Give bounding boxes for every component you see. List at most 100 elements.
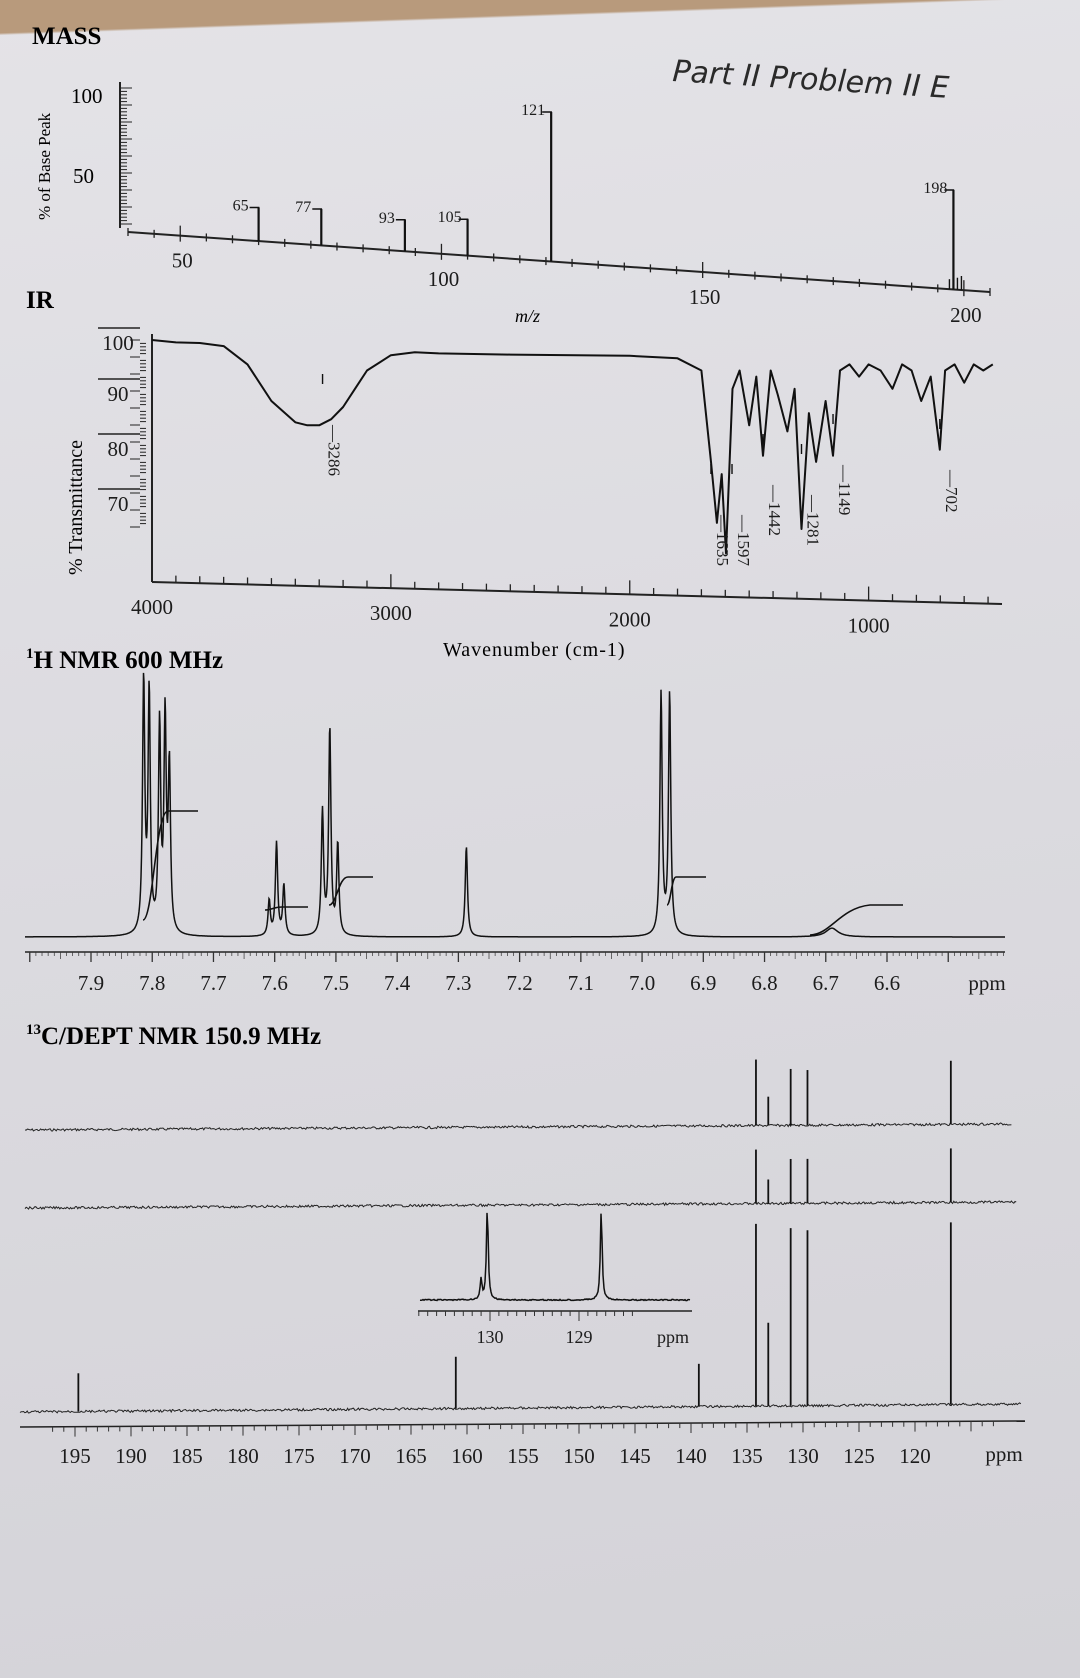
ir-xtick-label-2000: 2000	[609, 607, 651, 631]
h-nmr-xtick-label-6.7: 6.7	[813, 971, 839, 995]
h-nmr-xtick-label-7.3: 7.3	[445, 971, 471, 995]
c-nmr-xtick-label-185: 185	[171, 1444, 203, 1468]
nmr-title-text: H NMR 600 MHz	[34, 647, 224, 674]
c-nmr-xtick-label-140: 140	[675, 1444, 707, 1468]
h-nmr-ppm-label: ppm	[968, 971, 1005, 995]
c-nmr-title: 13C/DEPT NMR 150.9 MHz	[26, 1022, 321, 1050]
ir-annotation-label-3286: —3286	[325, 424, 344, 476]
mass-peak-bracket-65	[249, 206, 260, 214]
h-nmr-xtick-label-7.5: 7.5	[323, 971, 349, 995]
ir-annotation-label-1442: —1442	[765, 484, 784, 536]
c-nmr-xtick-label-165: 165	[395, 1444, 427, 1468]
ir-ytick-label: 80	[108, 437, 129, 461]
c-nmr-xtick-label-125: 125	[843, 1444, 875, 1468]
paper-edge-shadow	[0, 0, 1080, 80]
mass-x-axis	[127, 231, 991, 293]
h-nmr-integral-5	[809, 904, 903, 936]
ir-ytick-label: 70	[108, 492, 129, 516]
h-nmr-xtick-label-6.6: 6.6	[874, 971, 900, 995]
c-nmr-xtick-label-145: 145	[619, 1444, 651, 1468]
c13-trace	[19, 1402, 1022, 1414]
ir-spectrum-panel: IR % Transmittance Wavenumber (cm-1) 100…	[26, 287, 1003, 661]
ir-x-axis-label: Wavenumber (cm-1)	[443, 639, 626, 661]
c-nmr-xtick-label-150: 150	[563, 1444, 595, 1468]
c-nmr-panel: 13C/DEPT NMR 150.9 MHz 195 190 185 180 175 17…	[19, 1022, 1026, 1468]
h-nmr-xtick-label-7.7: 7.7	[200, 971, 226, 995]
h-nmr-integral-1	[142, 810, 198, 921]
h-nmr-panel: 1H NMR 600 MHz 7.9 7.8 7.7 7.6 7.5 7.4 7.3 7.2 7…	[25, 646, 1006, 995]
ir-annotation-label-702: —702	[942, 469, 961, 513]
mass-ytick-100: 100	[71, 84, 103, 108]
c-nmr-xtick-label-155: 155	[507, 1444, 539, 1468]
mass-peak-bracket-121	[542, 111, 552, 118]
mass-peak-bracket-105	[458, 218, 469, 226]
c-nmr-xtick-label-120: 120	[899, 1444, 931, 1468]
ir-transmittance-line	[151, 339, 994, 555]
c-nmr-xtick-label-170: 170	[339, 1444, 371, 1468]
c-nmr-xtick-label-130: 130	[787, 1444, 819, 1468]
h-nmr-xtick-label-6.8: 6.8	[751, 971, 777, 995]
h-nmr-xtick-label-7.1: 7.1	[568, 971, 594, 995]
mass-peak-label-65: 65	[233, 197, 249, 214]
mass-xtick-label-200: 200	[950, 303, 982, 327]
h-nmr-xtick-label-7.0: 7.0	[629, 971, 655, 995]
ir-ytick-label: 100	[102, 331, 134, 355]
mass-xtick-label-50: 50	[172, 249, 193, 273]
c-nmr-xtick-label-195: 195	[59, 1444, 91, 1468]
ir-xtick-label-4000: 4000	[131, 595, 173, 619]
ir-x-axis	[151, 581, 1003, 605]
mass-peak-bracket-198	[944, 189, 955, 196]
isotope-superscript: 1	[26, 646, 34, 662]
h-nmr-integral-2	[264, 906, 308, 911]
c-nmr-xtick-label-180: 180	[227, 1444, 259, 1468]
isotope-superscript: 13	[26, 1022, 41, 1038]
h-nmr-xtick-label-7.6: 7.6	[262, 971, 288, 995]
c-nmr-xtick-label-190: 190	[115, 1444, 147, 1468]
h-nmr-xtick-label-7.2: 7.2	[506, 971, 532, 995]
dept135-trace	[24, 1200, 1017, 1210]
c-nmr-xtick-label-175: 175	[283, 1444, 315, 1468]
mass-peak-label-121: 121	[521, 102, 545, 119]
mass-spectrum-panel: MASS % of Base Peak m/z 100 50 50 100 150 2…	[32, 23, 991, 327]
handwritten-note: Part II Problem II E	[672, 54, 951, 106]
inset-xtick-label-129: 129	[566, 1327, 593, 1347]
nmr-title-text: C/DEPT NMR 150.9 MHz	[41, 1023, 321, 1050]
c-nmr-ppm-label: ppm	[985, 1442, 1022, 1466]
mass-peak-label-198: 198	[923, 180, 947, 197]
mass-xtick-label-150: 150	[689, 285, 721, 309]
ir-xtick-label-3000: 3000	[370, 601, 412, 625]
ir-xtick-label-1000: 1000	[848, 614, 890, 638]
ir-annotation-label-1149: —1149	[835, 464, 854, 515]
mass-peak-bracket-93	[395, 219, 406, 226]
ir-annotation-label-1635: —1635	[713, 514, 732, 566]
mass-x-axis-label: m/z	[515, 306, 540, 326]
mass-title: MASS	[32, 23, 101, 50]
ir-annotation-label-1281: —1281	[803, 494, 822, 546]
h-nmr-integral-4	[666, 876, 706, 906]
dept90-trace	[24, 1122, 1012, 1132]
mass-peak-label-105: 105	[438, 209, 462, 226]
mass-peak-label-77: 77	[295, 199, 311, 216]
h-nmr-xtick-label-7.9: 7.9	[78, 971, 104, 995]
ir-annotation-label-1597: —1597	[734, 514, 753, 567]
c-nmr-xtick-label-160: 160	[451, 1444, 483, 1468]
inset-spectrum-line	[419, 1212, 691, 1302]
mass-peak-bracket-77	[312, 208, 323, 216]
h-nmr-xtick-label-7.8: 7.8	[139, 971, 165, 995]
mass-ytick-50: 50	[73, 164, 94, 188]
inset-ppm-label: ppm	[657, 1327, 689, 1347]
mass-peak-label-93: 93	[379, 210, 395, 227]
h-nmr-spectrum-line	[25, 672, 1005, 938]
ir-title: IR	[26, 287, 55, 314]
c-nmr-xtick-label-135: 135	[731, 1444, 763, 1468]
ir-y-axis-label: % Transmittance	[65, 440, 87, 575]
ir-ytick-label: 90	[108, 382, 129, 406]
h-nmr-xtick-label-6.9: 6.9	[690, 971, 716, 995]
h-nmr-title: 1H NMR 600 MHz	[26, 646, 223, 674]
inset-xtick-label-130: 130	[477, 1327, 504, 1347]
h-nmr-integral-3	[328, 876, 373, 906]
mass-xtick-label-100: 100	[428, 267, 460, 291]
h-nmr-xtick-label-7.4: 7.4	[384, 971, 411, 995]
